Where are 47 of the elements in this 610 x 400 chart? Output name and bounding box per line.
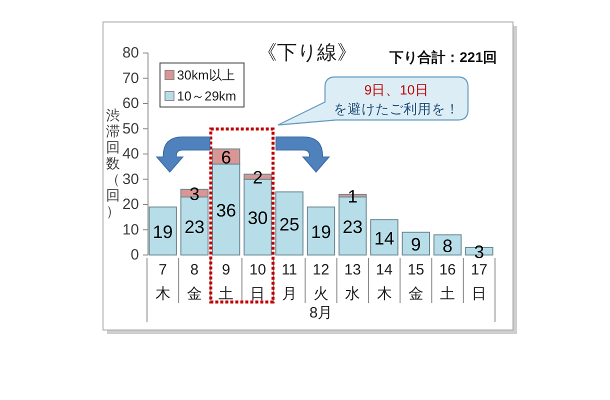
x-tick-label: 14 木: [376, 262, 393, 302]
bar: [148, 206, 177, 256]
data-label: 30: [248, 208, 268, 228]
x-tick-label: 11 月: [282, 262, 298, 302]
data-label: 2: [252, 168, 263, 188]
data-label: 25: [279, 214, 300, 234]
legend-label: 10～29km: [177, 88, 236, 104]
x-tick-label: 10 日: [249, 262, 266, 302]
x-tick-label: 13 水: [344, 262, 361, 302]
x-tick-label: 15 金: [408, 262, 424, 302]
y-tick-label: 80: [122, 44, 139, 62]
x-tick-label: 9 土: [218, 262, 234, 302]
data-label: 19: [152, 222, 173, 242]
data-label: 23: [342, 216, 363, 237]
data-label: 23: [184, 216, 204, 237]
data-label: 36: [216, 200, 236, 221]
y-tick-label: 0: [130, 246, 139, 264]
y-tick-label: 40: [122, 146, 139, 162]
legend-label: 30km以上: [177, 68, 235, 82]
bar: [306, 206, 336, 256]
y-axis-title: 渋滞回数（回）: [106, 107, 120, 219]
y-tick-label: 20: [122, 196, 139, 213]
x-axis-title: 8月: [309, 304, 333, 322]
data-label: 14: [374, 228, 394, 248]
annotation: を避けたご利用を！: [334, 102, 460, 116]
chart-title: 《下り線》: [257, 42, 357, 64]
x-tick-label: 16 土: [439, 262, 456, 302]
data-label: 8: [442, 236, 453, 256]
y-tick-label: 60: [122, 95, 139, 112]
annotation: 下り合計：221回: [388, 49, 497, 65]
x-tick-label: 7 木: [155, 262, 170, 302]
x-tick-label: 17 日: [470, 262, 488, 302]
data-label: 19: [310, 222, 332, 242]
y-tick-label: 30: [122, 170, 139, 188]
data-label: 1: [348, 186, 358, 207]
bar: [370, 219, 398, 256]
bar: [275, 191, 304, 256]
y-tick-label: 10: [122, 221, 139, 238]
x-tick-label: 8 金: [186, 262, 202, 302]
y-tick-label: 50: [122, 120, 139, 138]
data-label: 3: [189, 184, 200, 204]
data-label: 6: [221, 148, 232, 168]
annotation: 9日、10日: [364, 82, 429, 98]
data-label: 9: [410, 234, 421, 255]
x-tick-label: 12 火: [312, 262, 330, 302]
data-label: 3: [474, 242, 484, 262]
y-tick-label: 70: [122, 70, 139, 87]
